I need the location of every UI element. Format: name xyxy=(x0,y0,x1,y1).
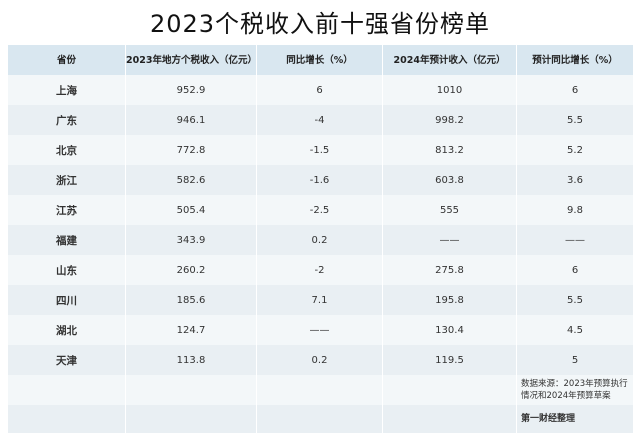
empty-cell xyxy=(125,405,257,433)
province-cell: 天津 xyxy=(7,345,126,375)
table-row: 江苏 505.4 -2.5 555 9.8 xyxy=(7,195,634,225)
forecast-growth-cell: 6 xyxy=(516,255,634,285)
forecast-growth-cell: 3.6 xyxy=(516,165,634,195)
empty-cell xyxy=(382,405,517,433)
yoy-growth-cell: 7.1 xyxy=(256,285,383,315)
forecast-growth-cell: 4.5 xyxy=(516,315,634,345)
revenue-2023-cell: 185.6 xyxy=(125,285,257,315)
credit-row: 第一财经整理 xyxy=(7,405,634,433)
source-note-row: 数据来源：2023年预算执行情况和2024年预算草案 xyxy=(7,375,634,405)
header-2023-revenue: 2023年地方个税收入（亿元） xyxy=(125,45,257,75)
credit-note: 第一财经整理 xyxy=(516,405,634,433)
revenue-2023-cell: 505.4 xyxy=(125,195,257,225)
yoy-growth-cell: -2.5 xyxy=(256,195,383,225)
revenue-2023-cell: 124.7 xyxy=(125,315,257,345)
yoy-growth-cell: 0.2 xyxy=(256,225,383,255)
forecast-growth-cell: —— xyxy=(516,225,634,255)
province-cell: 浙江 xyxy=(7,165,126,195)
forecast-2024-cell: 813.2 xyxy=(382,135,517,165)
province-cell: 广东 xyxy=(7,105,126,135)
yoy-growth-cell: 6 xyxy=(256,75,383,105)
forecast-growth-cell: 5.2 xyxy=(516,135,634,165)
empty-cell xyxy=(256,375,383,405)
empty-cell xyxy=(382,375,517,405)
header-yoy-growth: 同比增长（%） xyxy=(256,45,383,75)
table-row: 四川 185.6 7.1 195.8 5.5 xyxy=(7,285,634,315)
revenue-2023-cell: 772.8 xyxy=(125,135,257,165)
forecast-growth-cell: 5.5 xyxy=(516,105,634,135)
source-note: 数据来源：2023年预算执行情况和2024年预算草案 xyxy=(516,375,634,405)
table-row: 北京 772.8 -1.5 813.2 5.2 xyxy=(7,135,634,165)
yoy-growth-cell: —— xyxy=(256,315,383,345)
revenue-2023-cell: 946.1 xyxy=(125,105,257,135)
yoy-growth-cell: -1.6 xyxy=(256,165,383,195)
table-row: 山东 260.2 -2 275.8 6 xyxy=(7,255,634,285)
table-row: 浙江 582.6 -1.6 603.8 3.6 xyxy=(7,165,634,195)
table-row: 天津 113.8 0.2 119.5 5 xyxy=(7,345,634,375)
forecast-2024-cell: 195.8 xyxy=(382,285,517,315)
province-cell: 福建 xyxy=(7,225,126,255)
forecast-2024-cell: 275.8 xyxy=(382,255,517,285)
table-row: 福建 343.9 0.2 —— —— xyxy=(7,225,634,255)
province-cell: 江苏 xyxy=(7,195,126,225)
table-row: 上海 952.9 6 1010 6 xyxy=(7,75,634,105)
revenue-2023-cell: 582.6 xyxy=(125,165,257,195)
revenue-2023-cell: 952.9 xyxy=(125,75,257,105)
tax-ranking-table: 省份 2023年地方个税收入（亿元） 同比增长（%） 2024年预计收入（亿元）… xyxy=(7,45,634,433)
revenue-2023-cell: 113.8 xyxy=(125,345,257,375)
table-header-row: 省份 2023年地方个税收入（亿元） 同比增长（%） 2024年预计收入（亿元）… xyxy=(7,45,634,75)
forecast-growth-cell: 6 xyxy=(516,75,634,105)
header-forecast-growth: 预计同比增长（%） xyxy=(516,45,634,75)
empty-cell xyxy=(256,405,383,433)
yoy-growth-cell: -2 xyxy=(256,255,383,285)
province-cell: 山东 xyxy=(7,255,126,285)
forecast-2024-cell: 130.4 xyxy=(382,315,517,345)
forecast-2024-cell: 555 xyxy=(382,195,517,225)
province-cell: 北京 xyxy=(7,135,126,165)
yoy-growth-cell: -4 xyxy=(256,105,383,135)
forecast-2024-cell: 1010 xyxy=(382,75,517,105)
province-cell: 湖北 xyxy=(7,315,126,345)
forecast-growth-cell: 5.5 xyxy=(516,285,634,315)
revenue-2023-cell: 343.9 xyxy=(125,225,257,255)
revenue-2023-cell: 260.2 xyxy=(125,255,257,285)
empty-cell xyxy=(7,375,126,405)
yoy-growth-cell: 0.2 xyxy=(256,345,383,375)
forecast-2024-cell: 998.2 xyxy=(382,105,517,135)
province-cell: 上海 xyxy=(7,75,126,105)
header-province: 省份 xyxy=(7,45,126,75)
forecast-growth-cell: 5 xyxy=(516,345,634,375)
header-2024-forecast: 2024年预计收入（亿元） xyxy=(382,45,517,75)
table-row: 湖北 124.7 —— 130.4 4.5 xyxy=(7,315,634,345)
table-row: 广东 946.1 -4 998.2 5.5 xyxy=(7,105,634,135)
empty-cell xyxy=(125,375,257,405)
province-cell: 四川 xyxy=(7,285,126,315)
forecast-2024-cell: —— xyxy=(382,225,517,255)
page-title: 2023个税收入前十强省份榜单 xyxy=(149,10,491,38)
forecast-2024-cell: 603.8 xyxy=(382,165,517,195)
yoy-growth-cell: -1.5 xyxy=(256,135,383,165)
forecast-growth-cell: 9.8 xyxy=(516,195,634,225)
forecast-2024-cell: 119.5 xyxy=(382,345,517,375)
empty-cell xyxy=(7,405,126,433)
